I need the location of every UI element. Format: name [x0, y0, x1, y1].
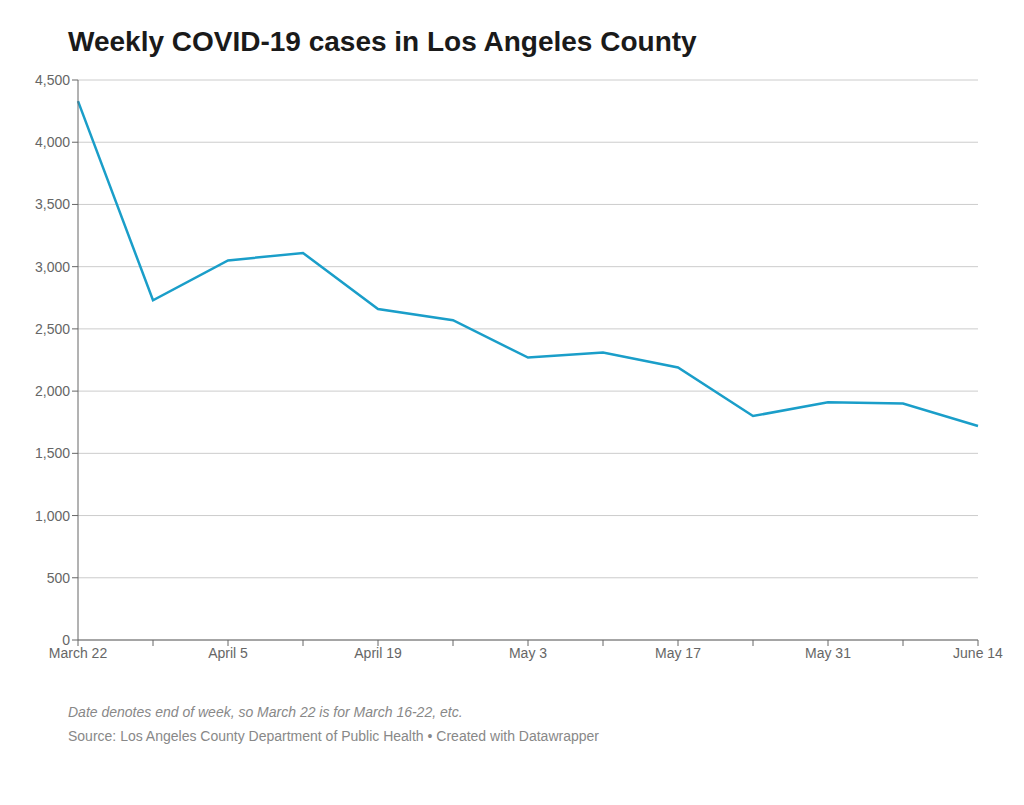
svg-text:April 5: April 5 — [208, 645, 248, 661]
svg-text:April 19: April 19 — [354, 645, 402, 661]
svg-text:1,500: 1,500 — [35, 445, 70, 461]
svg-text:3,500: 3,500 — [35, 196, 70, 212]
svg-text:June 14: June 14 — [953, 645, 1003, 661]
svg-text:1,000: 1,000 — [35, 508, 70, 524]
html-text:Weekly COVID-19 cases in Los A: Weekly COVID-19 cases in Los Angeles Cou… — [68, 26, 697, 57]
html-text:Source: Los Angeles County Dep: Source: Los Angeles County Department of… — [68, 728, 599, 744]
svg-text:4,500: 4,500 — [35, 72, 70, 88]
svg-text:May 3: May 3 — [509, 645, 547, 661]
svg-text:4,000: 4,000 — [35, 134, 70, 150]
svg-text:March 22: March 22 — [49, 645, 108, 661]
svg-text:May 31: May 31 — [805, 645, 851, 661]
svg-text:2,500: 2,500 — [35, 321, 70, 337]
svg-text:3,000: 3,000 — [35, 259, 70, 275]
svg-text:2,000: 2,000 — [35, 383, 70, 399]
html-text:Date denotes end of week, so M: Date denotes end of week, so March 22 is… — [68, 704, 463, 720]
svg-text:500: 500 — [47, 570, 71, 586]
svg-text:0: 0 — [62, 632, 70, 648]
svg-text:May 17: May 17 — [655, 645, 701, 661]
